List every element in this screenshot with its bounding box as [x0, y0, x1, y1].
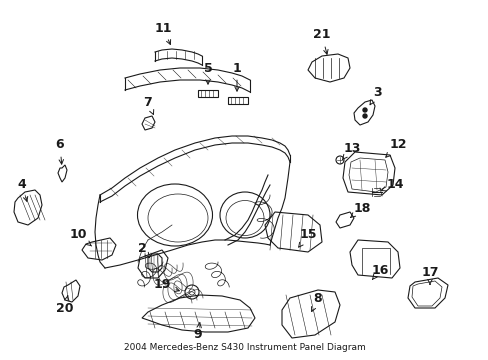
Text: 20: 20	[56, 296, 74, 315]
Text: 17: 17	[420, 266, 438, 284]
Text: 19: 19	[153, 279, 179, 292]
Text: 6: 6	[56, 139, 64, 164]
Text: 15: 15	[298, 229, 316, 247]
Text: 9: 9	[193, 323, 202, 342]
Text: 10: 10	[69, 229, 91, 246]
Bar	[227, 97, 247, 104]
Text: 4: 4	[18, 179, 28, 201]
Text: 12: 12	[385, 139, 406, 157]
Text: 13: 13	[342, 141, 360, 159]
Text: 5: 5	[203, 62, 212, 84]
Circle shape	[362, 114, 366, 118]
Text: 18: 18	[350, 202, 370, 217]
Text: 2: 2	[137, 242, 149, 257]
Text: 21: 21	[313, 28, 330, 54]
Text: 11: 11	[154, 22, 171, 45]
Text: 14: 14	[380, 179, 403, 192]
Text: 16: 16	[370, 264, 388, 279]
Text: 3: 3	[369, 85, 382, 105]
Text: 2004 Mercedes-Benz S430 Instrument Panel Diagram: 2004 Mercedes-Benz S430 Instrument Panel…	[123, 343, 365, 352]
Text: 1: 1	[232, 62, 241, 91]
Text: 8: 8	[311, 292, 322, 311]
Text: 7: 7	[143, 95, 153, 114]
Circle shape	[362, 108, 366, 112]
Bar	[198, 90, 218, 97]
